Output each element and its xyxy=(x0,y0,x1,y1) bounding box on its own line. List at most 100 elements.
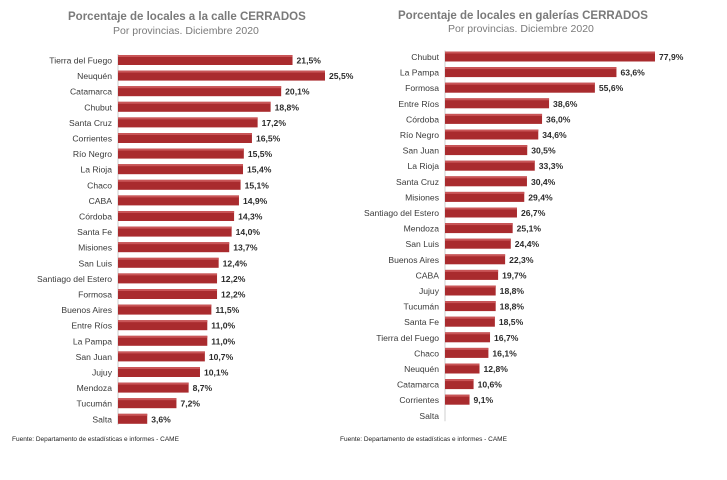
category-label: Santa Cruz xyxy=(69,118,112,128)
value-label: 15,1% xyxy=(245,180,270,190)
bar-highlight xyxy=(118,335,208,338)
bar-highlight xyxy=(118,351,205,354)
bar-highlight xyxy=(445,82,595,85)
value-label: 18,8% xyxy=(500,286,525,296)
bar xyxy=(118,367,200,377)
category-label: Misiones xyxy=(405,192,439,202)
value-label: 9,1% xyxy=(474,395,494,405)
category-label: Córdoba xyxy=(406,114,439,124)
category-label: Corrientes xyxy=(399,395,439,405)
bar xyxy=(118,335,208,346)
bar xyxy=(118,289,218,299)
category-label: Salta xyxy=(419,411,439,421)
value-label: 11,0% xyxy=(211,336,235,346)
bar-highlight xyxy=(445,67,617,70)
bar-highlight xyxy=(118,101,271,104)
category-label: Salta xyxy=(92,414,112,424)
value-label: 15,5% xyxy=(248,149,273,159)
value-label: 30,5% xyxy=(531,146,556,156)
category-label: Tucumán xyxy=(403,302,439,312)
bar xyxy=(445,98,550,109)
bar-highlight xyxy=(445,238,511,241)
value-label: 77,9% xyxy=(659,52,684,62)
bar xyxy=(118,211,235,221)
bar-highlight xyxy=(445,145,528,148)
category-label: Río Negro xyxy=(400,130,439,140)
bar-highlight xyxy=(445,379,474,382)
bar-highlight xyxy=(445,394,470,397)
category-label: La Pampa xyxy=(73,336,112,346)
category-label: San Juan xyxy=(403,146,440,156)
bar-highlight xyxy=(445,316,495,319)
bar-highlight xyxy=(118,382,189,385)
bar-highlight xyxy=(445,191,525,194)
category-label: Corrientes xyxy=(72,134,112,144)
category-label: Mendoza xyxy=(77,383,113,393)
bar-highlight xyxy=(118,179,241,182)
bar xyxy=(445,207,517,218)
bar-highlight xyxy=(445,113,543,116)
bar xyxy=(445,223,513,234)
value-label: 15,4% xyxy=(247,165,272,175)
value-label: 12,8% xyxy=(484,364,509,374)
bar-highlight xyxy=(445,160,535,163)
category-label: La Pampa xyxy=(400,68,439,78)
left-chart-source: Fuente: Departamento de estadísticas e i… xyxy=(12,436,179,443)
bar xyxy=(445,379,474,390)
value-label: 36,0% xyxy=(546,114,571,124)
value-label: 10,6% xyxy=(478,380,503,390)
bar-highlight xyxy=(118,367,200,369)
value-label: 63,6% xyxy=(620,68,645,78)
bar xyxy=(118,179,241,190)
bar-highlight xyxy=(118,413,148,416)
bar xyxy=(445,113,543,124)
category-label: Catamarca xyxy=(397,380,439,390)
category-label: Chaco xyxy=(87,180,112,190)
bar xyxy=(118,86,282,97)
bar-highlight xyxy=(118,164,244,167)
bar xyxy=(445,129,539,140)
category-label: Buenos Aires xyxy=(388,255,439,265)
bar-highlight xyxy=(118,242,230,245)
value-label: 14,3% xyxy=(238,212,263,222)
category-label: Neuquén xyxy=(77,71,112,81)
category-label: Tierra del Fuego xyxy=(376,333,439,343)
value-label: 16,7% xyxy=(494,333,519,343)
bar xyxy=(445,67,617,78)
bar-highlight xyxy=(118,148,244,151)
value-label: 14,0% xyxy=(236,227,261,237)
value-label: 18,5% xyxy=(499,317,524,327)
right-chart-title: Porcentaje de locales en galerías CERRAD… xyxy=(398,10,648,22)
value-label: 34,6% xyxy=(542,130,567,140)
category-label: San Juan xyxy=(76,352,113,362)
category-label: Buenos Aires xyxy=(61,305,112,315)
bar xyxy=(445,176,527,187)
bar-highlight xyxy=(118,70,325,73)
category-label: Santiago del Estero xyxy=(364,208,439,218)
category-label: Jujuy xyxy=(92,368,113,378)
bar xyxy=(445,51,655,62)
bar-highlight xyxy=(445,98,550,101)
bar-highlight xyxy=(445,254,506,257)
bar-highlight xyxy=(445,269,499,272)
bar-highlight xyxy=(118,211,235,213)
category-label: Neuquén xyxy=(404,364,439,374)
bar xyxy=(445,191,525,202)
category-label: Formosa xyxy=(78,290,112,300)
right-chart-source: Fuente: Departamento de estadísticas e i… xyxy=(340,436,507,443)
bar xyxy=(118,242,230,253)
bar xyxy=(118,133,252,143)
value-label: 12,4% xyxy=(223,258,248,268)
bar xyxy=(118,273,218,284)
category-label: Catamarca xyxy=(70,87,112,97)
category-label: La Rioja xyxy=(407,161,439,171)
bar-highlight xyxy=(118,289,218,291)
value-label: 18,8% xyxy=(275,102,300,112)
category-label: La Rioja xyxy=(80,165,112,175)
value-label: 20,1% xyxy=(285,87,310,97)
value-label: 25,1% xyxy=(517,224,542,234)
bar-highlight xyxy=(445,332,491,335)
value-label: 14,9% xyxy=(243,196,268,206)
category-label: Santa Fe xyxy=(404,317,439,327)
